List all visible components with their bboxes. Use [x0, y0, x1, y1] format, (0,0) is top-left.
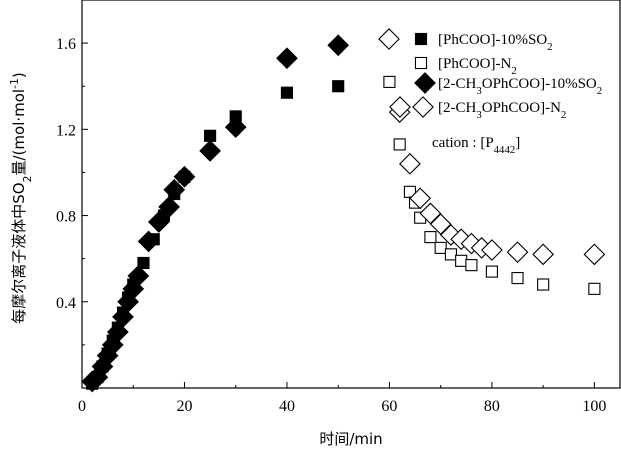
data-point	[332, 80, 345, 93]
data-point	[465, 259, 478, 272]
data-point	[424, 231, 437, 244]
x-axis-label: 时间/min	[319, 430, 382, 448]
data-point	[485, 265, 498, 278]
data-point	[393, 138, 406, 151]
data-point	[434, 241, 447, 254]
legend-label: [PhCOO]-10%SO2	[438, 32, 553, 53]
data-point	[444, 248, 457, 261]
data-point	[280, 86, 294, 99]
legend-marker	[378, 28, 400, 50]
x-tick-label: 40	[279, 398, 295, 415]
data-point	[127, 265, 150, 287]
axes: 0 20 40 60 80 100 0.4 0.8 1.2 1.6 时间/min 每摩尔离子液体中SO…	[8, 36, 607, 448]
legend-marker	[412, 96, 434, 118]
y-tick-label: 1.2	[56, 122, 76, 139]
plot-marks	[81, 34, 606, 393]
data-point	[450, 228, 473, 251]
data-point	[327, 34, 350, 57]
y-axis-label: 每摩尔离子液体中SO2量/(mol·mol-1)	[8, 72, 34, 323]
legend-label: [2-CH3OPhCOO]-N2	[438, 100, 566, 121]
data-point	[455, 254, 468, 267]
legend-label: [2-CH3OPhCOO]-10%SO2	[438, 76, 602, 97]
data-point	[163, 178, 186, 201]
legend-marker	[414, 72, 436, 94]
data-point	[429, 213, 452, 236]
data-point	[511, 271, 524, 285]
data-point	[112, 306, 134, 328]
data-point	[481, 239, 503, 261]
cation-annotation: cation : [P4442]	[432, 135, 520, 156]
data-point	[588, 282, 601, 295]
data-point	[537, 278, 550, 291]
legend-marker	[389, 96, 411, 118]
data-point	[137, 230, 160, 253]
x-tick-label: 80	[484, 398, 500, 415]
data-point	[419, 202, 442, 225]
y-tick-label: 0.8	[56, 209, 76, 226]
data-point	[224, 116, 247, 139]
legend: [PhCOO]-10%SO2 [PhCOO]-N2[2-CH3OPhCOO]-10…	[378, 28, 602, 156]
data-point	[399, 152, 421, 175]
legend-marker	[414, 32, 428, 46]
data-point	[158, 196, 180, 218]
y-tick-label: 0.4	[56, 295, 76, 312]
data-point	[532, 243, 555, 266]
data-point	[173, 165, 196, 188]
data-point	[506, 241, 529, 264]
data-point	[199, 140, 221, 162]
y-axis-label-group: 每摩尔离子液体中SO2量/(mol·mol-1)	[8, 72, 34, 323]
y-tick-label: 1.6	[56, 36, 76, 53]
data-point	[137, 256, 150, 270]
x-tick-label: 0	[78, 398, 86, 415]
data-point	[409, 187, 432, 210]
data-point	[122, 277, 145, 300]
legend-label: [PhCOO]-N2	[438, 56, 517, 77]
data-point	[204, 129, 217, 142]
x-tick-label: 60	[381, 398, 397, 415]
data-point	[276, 47, 298, 70]
x-tick-label: 100	[582, 398, 606, 415]
x-tick-label: 20	[176, 398, 192, 415]
plot-frame	[81, 0, 621, 389]
data-point	[383, 75, 396, 88]
data-point	[147, 211, 170, 233]
legend-marker	[414, 56, 428, 70]
data-point	[583, 243, 606, 266]
